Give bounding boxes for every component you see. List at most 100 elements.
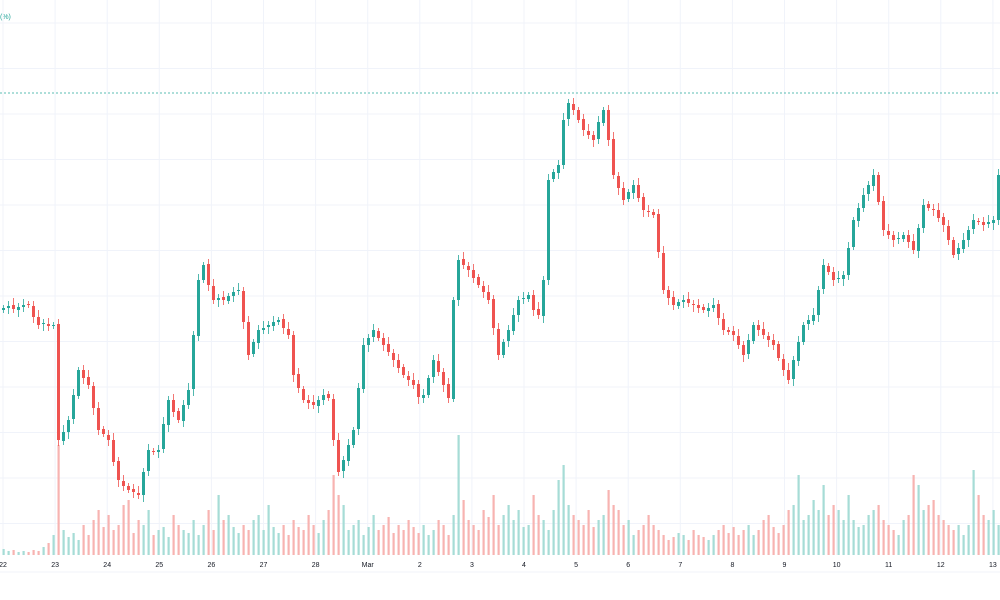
candle-body (707, 308, 710, 311)
volume-bar (432, 530, 435, 555)
candle-body (532, 295, 535, 310)
volume-bar (827, 515, 830, 555)
candle-body (597, 122, 600, 139)
candle-body (67, 420, 70, 432)
candle-body (242, 291, 245, 322)
volume-bar (367, 527, 370, 555)
volume-bar (77, 540, 80, 555)
volume-bar (747, 525, 750, 555)
volume-bar (342, 505, 345, 555)
candle-body (837, 278, 840, 279)
volume-bar (82, 525, 85, 555)
candle-body (417, 384, 420, 397)
candle-body (522, 298, 525, 299)
volume-bar (917, 485, 920, 555)
candle-body (952, 240, 955, 255)
volume-bar (677, 533, 680, 555)
volume-bar (732, 527, 735, 555)
x-tick-label: 13 (989, 562, 997, 569)
candle-body (47, 324, 50, 326)
candle-body (822, 265, 825, 289)
candle-body (182, 405, 185, 421)
volume-bar (622, 525, 625, 555)
candle-body (652, 212, 655, 215)
candle-body (42, 323, 45, 324)
candle-body (277, 320, 280, 322)
candle-body (187, 390, 190, 405)
candle-body (127, 486, 130, 490)
candle-body (282, 319, 285, 328)
candle-body (57, 324, 60, 440)
volume-bar (852, 520, 855, 555)
candle-body (637, 185, 640, 198)
x-tick-label: 22 (0, 562, 7, 569)
candle-body (382, 338, 385, 345)
candle-body (32, 306, 35, 317)
volume-bar (42, 547, 45, 555)
volume-bar (522, 527, 525, 555)
candle-body (362, 345, 365, 389)
volume-bar (617, 510, 620, 555)
x-tick-label: 7 (678, 562, 682, 569)
candle-body (77, 370, 80, 396)
candle-body (732, 331, 735, 335)
candle-body (327, 394, 330, 398)
candle-body (237, 290, 240, 291)
candle-body (297, 374, 300, 388)
volume-bar (932, 500, 935, 555)
candle-body (217, 298, 220, 300)
volume-bar (927, 505, 930, 555)
candle-body (372, 330, 375, 337)
volume-bar (572, 515, 575, 555)
volume-bar (942, 520, 945, 555)
candle-body (577, 110, 580, 120)
volume-bar (607, 490, 610, 555)
candle-body (202, 265, 205, 280)
volume-bar (12, 550, 15, 555)
volume-bar (837, 510, 840, 555)
volume-bar (232, 527, 235, 555)
candle-body (387, 344, 390, 352)
candle-body (547, 180, 550, 280)
volume-bar (122, 505, 125, 555)
volume-bar (87, 535, 90, 555)
volume-bar (242, 525, 245, 555)
volume-bar (842, 520, 845, 555)
candle-body (107, 435, 110, 440)
volume-bar (737, 535, 740, 555)
volume-bar (877, 505, 880, 555)
volume-bar (372, 515, 375, 555)
candle-body (852, 220, 855, 247)
volume-bar (22, 551, 25, 555)
volume-bar (907, 515, 910, 555)
volume-bar (757, 530, 760, 555)
candle-body (512, 315, 515, 331)
volume-bar (387, 517, 390, 555)
candle-body (567, 103, 570, 119)
candle-body (422, 395, 425, 398)
x-axis: 22 23 24 25 26 27 28 Mar 2 3 4 5 6 7 8 9 10 11 12 13 (0, 562, 997, 569)
x-tick-label: 28 (312, 562, 320, 569)
candle-body (337, 440, 340, 472)
volume-bar (742, 530, 745, 555)
candle-body (52, 325, 55, 326)
candle-body (267, 325, 270, 327)
candle-body (582, 119, 585, 130)
candle-body (627, 192, 630, 199)
volume-bar (892, 530, 895, 555)
volume-bar (767, 515, 770, 555)
candle-body (72, 395, 75, 419)
candle-body (457, 260, 460, 300)
volume-bar (752, 535, 755, 555)
candle-body (477, 277, 480, 285)
volume-bar (977, 495, 980, 555)
candle-body (487, 292, 490, 300)
volume-bar (552, 510, 555, 555)
candle-body (562, 120, 565, 165)
volume-bar (557, 480, 560, 555)
volume-bar (7, 551, 10, 555)
volume-bar (437, 520, 440, 555)
x-tick-label: Mar (362, 562, 375, 569)
candle-body (342, 460, 345, 471)
